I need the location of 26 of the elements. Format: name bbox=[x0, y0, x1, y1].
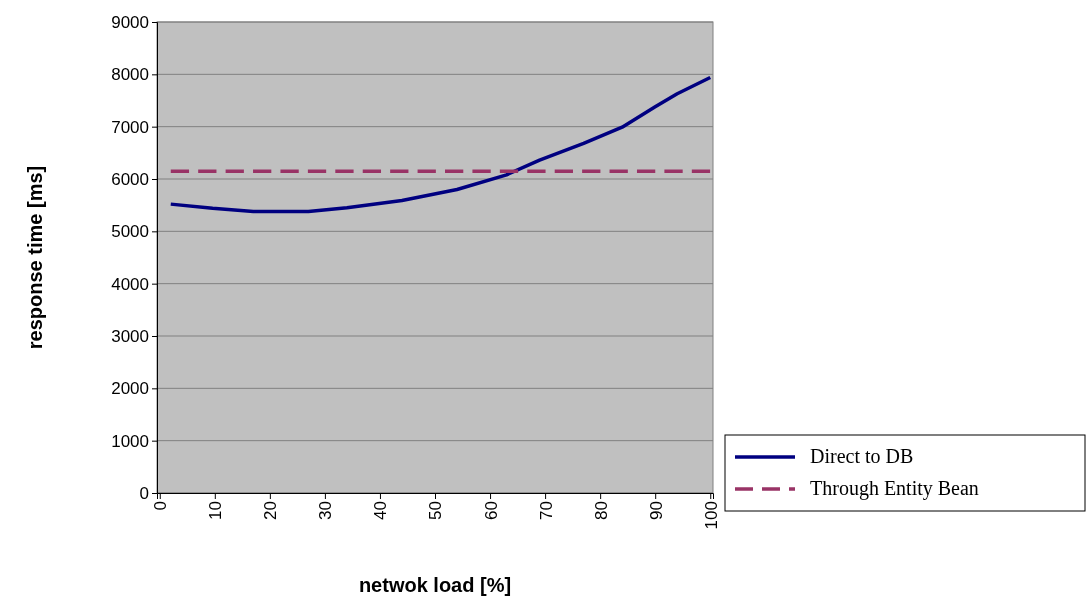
y-tick-label: 6000 bbox=[111, 169, 149, 189]
x-tick-label: 20 bbox=[261, 501, 281, 520]
x-tick-label: 100 bbox=[701, 501, 721, 530]
x-tick-label: 80 bbox=[591, 501, 611, 520]
x-axis-title: netwok load [%] bbox=[358, 574, 512, 596]
y-tick-label: 8000 bbox=[111, 65, 149, 85]
x-tick-label: 60 bbox=[481, 501, 501, 520]
x-tick-label: 70 bbox=[536, 501, 556, 520]
y-tick-label: 9000 bbox=[111, 12, 149, 32]
x-tick-label: 10 bbox=[206, 501, 226, 520]
y-axis-title: response time [ms] bbox=[24, 165, 46, 350]
x-tick-label: 90 bbox=[646, 501, 666, 520]
x-tick-label: 30 bbox=[316, 501, 336, 520]
y-tick-label: 0 bbox=[139, 483, 149, 503]
x-tick-label: 40 bbox=[371, 501, 391, 520]
y-tick-label: 3000 bbox=[111, 326, 149, 346]
x-tick-label: 0 bbox=[151, 501, 171, 511]
y-tick-label: 1000 bbox=[111, 431, 149, 451]
legend-label: Through Entity Bean bbox=[810, 477, 979, 500]
line-series bbox=[169, 75, 712, 214]
y-tick-label: 7000 bbox=[111, 117, 149, 137]
legend-label: Direct to DB bbox=[810, 445, 914, 467]
x-tick-label: 50 bbox=[426, 501, 446, 520]
y-tick-label: 5000 bbox=[111, 222, 149, 242]
y-tick-label: 4000 bbox=[111, 274, 149, 294]
y-tick-label: 2000 bbox=[111, 379, 149, 399]
